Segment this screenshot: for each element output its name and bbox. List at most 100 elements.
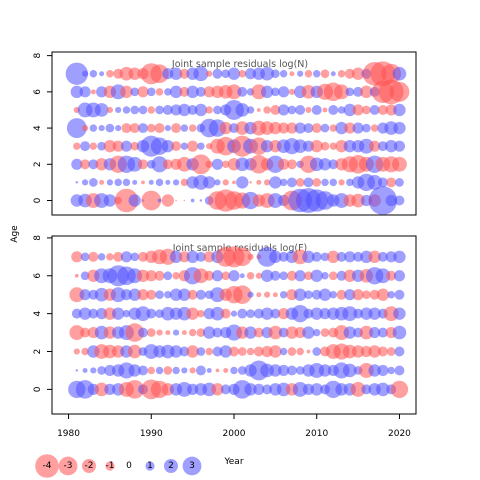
residual-bubble [246,106,255,114]
residual-bubble [194,103,208,117]
residual-bubble [253,346,264,357]
residual-bubble [145,270,157,282]
residual-bubble [179,86,190,97]
residual-bubble [135,306,151,322]
residual-bubble [235,103,250,117]
residual-bubble [328,104,339,115]
residual-bubble [394,195,405,206]
residual-bubble [122,309,131,318]
residual-bubble [202,176,216,189]
residual-bubble [161,139,175,153]
residual-bubble [384,139,398,153]
residual-bubble [278,104,290,116]
residual-bubble [253,308,264,319]
residual-bubble [122,178,131,187]
residual-bubble [310,139,323,153]
y-ticks: 0 2 4 6 8 [33,52,52,203]
residual-bubble [186,85,199,99]
residual-bubble [306,349,311,354]
residual-bubble [256,179,262,185]
residual-bubble [303,123,314,134]
y-tick-label: 8 [33,235,43,241]
residual-bubble [106,70,114,78]
residual-bubble [120,140,133,152]
residual-bubble [249,181,252,184]
bubble-layer [68,246,409,400]
residual-bubble [246,347,255,356]
residual-bubble [312,347,322,356]
x-tick-label: 1980 [57,429,80,439]
residual-bubble [180,142,189,150]
residual-bubble [329,124,337,132]
residual-bubble [269,250,282,264]
residual-bubble [293,288,307,301]
residual-bubble [288,88,296,95]
residual-bubble [256,108,261,112]
residual-bubble [206,367,212,373]
x-tick-label: 2000 [223,429,246,439]
residual-bubble [80,327,91,338]
residual-bubble [211,270,224,282]
residual-bubble [97,141,106,151]
residual-bubble [320,328,330,337]
residual-bubble [343,103,357,117]
residual-bubble [80,252,90,262]
residual-bubble [269,364,282,377]
panel-log-n: Joint sample residuals log(N) 0 2 4 6 8 [33,51,417,216]
residual-bubble [106,106,114,114]
residual-bubble [263,291,271,298]
residual-bubble [376,288,390,301]
residual-bubble [304,70,313,78]
residual-bubble [70,85,84,99]
residual-bubble [178,103,191,117]
residual-bubble [82,367,88,373]
residual-bubble [138,159,148,170]
residual-bubble [187,104,198,115]
residual-bubble [193,268,209,284]
residual-bubble [310,383,323,396]
residual-bubble [394,289,405,300]
residual-bubble [368,186,398,215]
residual-bubble [222,160,230,169]
residual-bubble [146,328,156,337]
bubble-layer [65,61,410,215]
residual-bubble [181,367,188,374]
residual-bubble [99,71,105,77]
residual-bubble [172,329,180,336]
residual-bubble [320,123,330,133]
residual-bubble [220,308,231,319]
residual-bubble [155,290,164,300]
residual-bubble [387,366,395,375]
residual-bubble [229,346,239,357]
residual-bubble [310,269,323,282]
residual-bubble [232,247,252,267]
residual-bubble [368,364,381,377]
residual-bubble [195,289,206,300]
residual-bubble [138,365,148,376]
residual-bubble [81,124,89,132]
residual-bubble [66,118,87,138]
residual-bubble [180,124,189,132]
residual-bubble [196,347,206,356]
residual-bubble [369,140,381,152]
residual-bubble [138,105,148,115]
legend-label: 1 [147,461,153,471]
residual-bubble [311,251,322,262]
panel-frame [51,51,417,216]
residual-bubble [295,366,305,375]
residual-bubble [228,270,240,282]
residual-bubble [358,138,374,154]
residual-bubble [345,87,355,97]
y-tick-label: 2 [33,161,43,167]
residual-bubble [279,70,288,78]
residual-bubble [286,122,298,134]
residual-bubble [321,178,329,187]
residual-bubble [385,194,397,207]
residual-bubble [271,87,280,97]
residual-bubble [336,289,347,300]
legend-label: -4 [43,461,52,471]
residual-bubble [211,158,224,170]
residual-bubble [269,121,282,135]
y-axis-label: Age [10,225,20,243]
residual-bubble [125,323,145,342]
